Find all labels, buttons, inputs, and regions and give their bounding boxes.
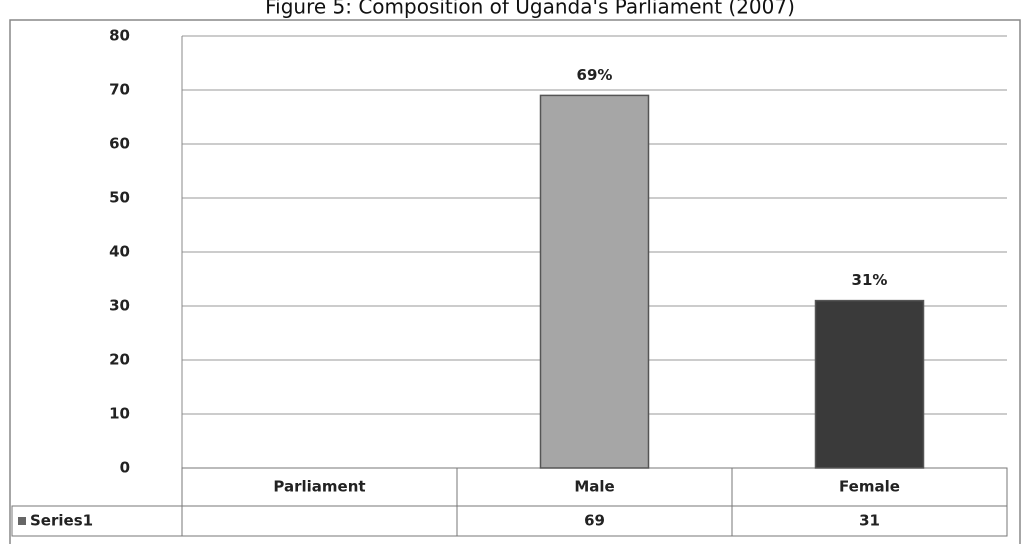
y-tick-label: 40 <box>109 243 130 261</box>
data-label: 31% <box>852 271 888 289</box>
y-tick-label: 10 <box>109 405 130 423</box>
y-tick-label: 20 <box>109 351 130 369</box>
x-tick-label: Parliament <box>273 478 365 496</box>
y-tick-label: 60 <box>109 135 130 153</box>
y-tick-label: 70 <box>109 81 130 99</box>
data-label: 69% <box>577 66 613 84</box>
bar <box>814 299 925 469</box>
legend-label: Series1 <box>30 512 93 530</box>
y-tick-label: 30 <box>109 297 130 315</box>
table-value: 31 <box>859 512 880 530</box>
bar <box>539 94 650 469</box>
x-tick-label: Female <box>839 478 900 496</box>
y-tick-label: 0 <box>120 459 130 477</box>
y-tick-label: 80 <box>109 27 130 45</box>
y-tick-label: 50 <box>109 189 130 207</box>
x-tick-label: Male <box>574 478 614 496</box>
legend-swatch <box>18 517 26 525</box>
chart-title: Figure 5: Composition of Uganda's Parlia… <box>265 0 795 19</box>
table-value: 69 <box>584 512 605 530</box>
